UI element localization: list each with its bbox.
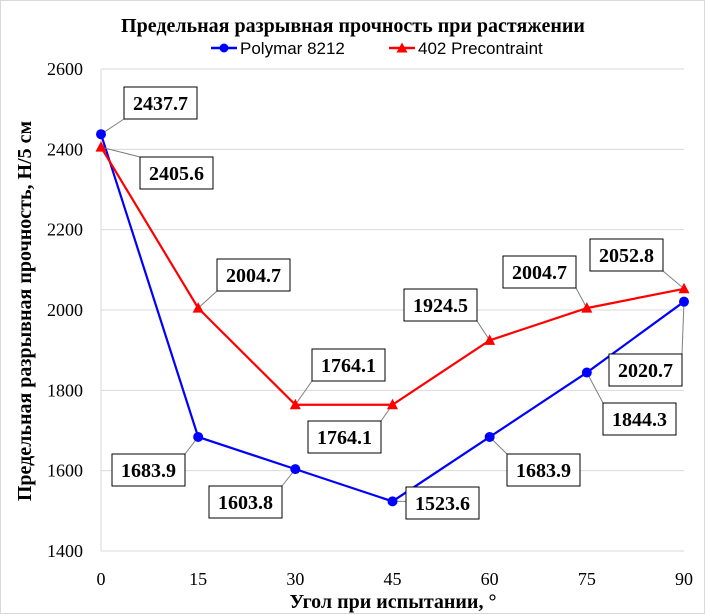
data-point [387, 496, 398, 507]
data-label-box [608, 353, 683, 387]
data-point [581, 367, 592, 378]
data-label: 2004.7 [512, 262, 567, 284]
data-label-box [111, 453, 186, 487]
data-point [387, 398, 398, 410]
y-tick-label: 2400 [47, 139, 83, 159]
data-point [484, 334, 496, 345]
label-leader [294, 380, 313, 406]
data-point [290, 464, 301, 475]
legend-label: Polymar 8212 [240, 39, 345, 58]
data-label: 2437.7 [133, 93, 188, 115]
data-label: 1683.9 [516, 460, 571, 482]
axes: 1400 1600 1800 2000 2200 2400 2600 0 15 30 45 60 75 9… [47, 59, 693, 589]
x-tick-label: 45 [384, 569, 402, 589]
data-label-box [502, 255, 577, 289]
data-label-box [311, 348, 386, 382]
y-tick-label: 2000 [47, 300, 83, 320]
y-tick-label: 1400 [47, 541, 83, 561]
data-label-box [589, 238, 664, 272]
x-tick-label: 0 [97, 569, 106, 589]
data-label-box [403, 288, 478, 322]
x-tick-label: 30 [286, 569, 304, 589]
chart-title: Предельная разрывная прочность при растя… [121, 15, 585, 37]
data-point [484, 431, 495, 442]
data-label-box [139, 156, 214, 190]
data-point [95, 141, 107, 152]
data-label: 2405.6 [149, 163, 204, 185]
data-point [581, 302, 593, 313]
data-point [192, 302, 204, 313]
data-point [96, 129, 106, 140]
label-leader [575, 287, 588, 309]
data-label-box [208, 485, 283, 519]
label-leader [100, 146, 141, 158]
data-label: 2004.7 [226, 265, 281, 287]
legend-label: 402 Precontraint [418, 39, 543, 58]
y-tick-label: 1600 [47, 461, 83, 481]
y-tick-label: 1800 [47, 380, 83, 400]
data-point [193, 431, 204, 442]
label-leader [662, 270, 685, 290]
data-label: 1924.5 [413, 295, 468, 317]
x-axis-title: Угол при испытании, ° [290, 591, 497, 613]
label-leader [476, 320, 491, 341]
data-label: 1523.6 [415, 493, 470, 515]
data-label: 1844.3 [612, 409, 667, 431]
label-leader [197, 290, 218, 309]
data-label-box [216, 258, 291, 292]
label-leader [681, 301, 685, 355]
x-tick-label: 75 [578, 569, 596, 589]
data-point [678, 282, 690, 294]
legend-marker [396, 42, 408, 53]
y-tick-label: 2200 [47, 220, 83, 240]
data-label-box [405, 486, 480, 520]
label-leaders [100, 118, 685, 502]
data-label: 1683.9 [121, 460, 176, 482]
series-markers [95, 129, 690, 507]
x-tick-label: 90 [675, 569, 693, 589]
data-label-box [307, 420, 382, 454]
data-label-box [602, 402, 677, 436]
data-label: 1764.1 [317, 427, 372, 449]
data-label-box [506, 453, 581, 487]
x-tick-label: 15 [189, 569, 207, 589]
data-point [679, 296, 689, 307]
data-label: 1603.8 [218, 492, 273, 514]
legend: Polymar 8212 402 Precontraint [211, 39, 543, 58]
x-tick-label: 60 [481, 569, 499, 589]
y-tick-label: 2600 [47, 59, 83, 79]
y-axis-title: Предельная разрывная прочность, Н/5 см [14, 121, 36, 501]
data-point [289, 398, 301, 410]
data-label: 2020.7 [618, 360, 673, 382]
data-label: 2052.8 [599, 245, 654, 267]
legend-marker [219, 43, 229, 53]
label-leader [586, 372, 604, 404]
data-labels: 2437.7 1683.9 1603.8 1523.6 1683.9 1844.3 2020… [111, 86, 683, 520]
data-label-box [123, 86, 198, 120]
data-label: 1764.1 [321, 355, 376, 377]
